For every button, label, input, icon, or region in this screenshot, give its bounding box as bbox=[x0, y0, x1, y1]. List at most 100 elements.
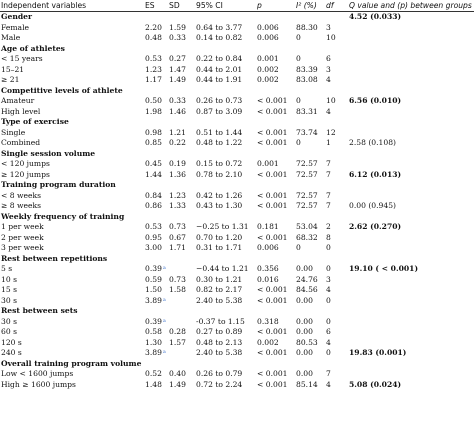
cell-es-text: 0.86 bbox=[145, 201, 162, 210]
cell-df: 7 bbox=[326, 369, 331, 380]
cell-es-text: 0.45 bbox=[145, 159, 162, 168]
cell-df-text: 6 bbox=[326, 54, 331, 63]
subgroup-analysis-table: Independent variables ES SD 95% CI p I² … bbox=[0, 1, 474, 391]
cell-ci-text: 0.48 to 1.22 bbox=[196, 138, 243, 147]
cell-es: 0.59 bbox=[145, 275, 162, 286]
row-label-text: Female bbox=[1, 22, 29, 32]
cell-sd: 1.36 bbox=[169, 170, 186, 181]
table-row: Low < 1600 jumps 0.52 0.40 0.26 to 0.79 < 0.… bbox=[0, 369, 474, 380]
cell-df: 2 bbox=[326, 222, 331, 233]
cell-sd-text: 0.40 bbox=[169, 369, 186, 378]
cell-es: 1.98 bbox=[145, 107, 162, 118]
table-row: 30 s 3.89a 2.40 to 5.38 < 0.001 0.00 0 bbox=[0, 296, 474, 307]
cell-df: 7 bbox=[326, 170, 331, 181]
cell-es-text: 0.59 bbox=[145, 274, 162, 284]
cell-ci: 2.40 to 5.38 bbox=[196, 348, 242, 359]
cell-p-text: 0.006 bbox=[257, 243, 279, 252]
cell-es-text: 0.48 bbox=[145, 33, 162, 42]
cell-i2-text: 72.57 bbox=[296, 190, 318, 200]
cell-df: 0 bbox=[326, 317, 331, 328]
cell-ci-text: 0.64 to 3.77 bbox=[196, 22, 243, 32]
cell-sd-text: 1.21 bbox=[169, 127, 186, 137]
row-label: Rest between repetitions bbox=[1, 254, 107, 265]
cell-es: 0.84 bbox=[145, 191, 162, 202]
row-label: 15 s bbox=[1, 285, 17, 296]
cell-df: 4 bbox=[326, 285, 331, 296]
cell-sd-text: 1.57 bbox=[169, 337, 186, 347]
cell-df-text: 0 bbox=[326, 295, 331, 305]
cell-ci-text: -0.37 to 1.15 bbox=[196, 316, 245, 326]
table-row: 5 s 0.39a −0.44 to 1.21 0.356 0.00 0 19.10 ( <… bbox=[0, 264, 474, 275]
cell-ci: 0.44 to 2.01 bbox=[196, 65, 242, 76]
group-header-row: Type of exercise bbox=[0, 117, 474, 128]
cell-ci-text: 0.42 to 1.26 bbox=[196, 190, 243, 200]
table-row: High ≥ 1600 jumps 1.48 1.49 0.72 to 2.24 < 0… bbox=[0, 380, 474, 391]
cell-df-text: 7 bbox=[326, 169, 331, 179]
cell-ci: 0.14 to 0.82 bbox=[196, 33, 242, 44]
cell-sd: 1.23 bbox=[169, 191, 186, 202]
cell-p-text: < 0.001 bbox=[257, 138, 288, 147]
cell-df-text: 4 bbox=[326, 106, 331, 116]
cell-ci-text: 0.82 to 2.17 bbox=[196, 285, 243, 294]
cell-df-text: 10 bbox=[326, 33, 336, 42]
cell-sd: 0.33 bbox=[169, 96, 186, 107]
row-label-text: 120 s bbox=[1, 337, 22, 347]
cell-i2: 24.76 bbox=[296, 275, 318, 286]
cell-p-text: < 0.001 bbox=[257, 285, 288, 294]
cell-p: < 0.001 bbox=[257, 138, 288, 149]
table-row: Amateur 0.50 0.33 0.26 to 0.73 < 0.001 0 10 6.5… bbox=[0, 96, 474, 107]
cell-p: < 0.001 bbox=[257, 128, 288, 139]
cell-q-value-text: 5.08 (0.024) bbox=[349, 379, 402, 389]
row-label-text: High level bbox=[1, 106, 41, 116]
cell-ci: 0.51 to 1.44 bbox=[196, 128, 242, 139]
row-label: 1 per week bbox=[1, 222, 44, 233]
cell-i2: 80.53 bbox=[296, 338, 318, 349]
row-label: 5 s bbox=[1, 264, 12, 275]
cell-es-text: 0.39 bbox=[145, 316, 162, 326]
cell-p: < 0.001 bbox=[257, 107, 288, 118]
cell-es-text: 0.58 bbox=[145, 327, 162, 336]
cell-sd-text: 1.59 bbox=[169, 22, 186, 32]
cell-i2: 72.57 bbox=[296, 201, 318, 212]
cell-ci: 0.87 to 3.09 bbox=[196, 107, 242, 118]
cell-ci: 0.70 to 1.20 bbox=[196, 233, 242, 244]
row-label: 30 s bbox=[1, 317, 17, 328]
group-header-row: Competitive levels of athlete bbox=[0, 86, 474, 97]
cell-p-text: < 0.001 bbox=[257, 106, 288, 116]
cell-df: 7 bbox=[326, 201, 331, 212]
header-es: ES bbox=[145, 1, 155, 10]
cell-df-text: 4 bbox=[326, 285, 331, 294]
row-label-text: < 15 years bbox=[1, 54, 43, 63]
cell-p-text: < 0.001 bbox=[257, 127, 288, 137]
cell-p: 0.356 bbox=[257, 264, 279, 275]
cell-p-text: < 0.001 bbox=[257, 369, 288, 378]
cell-ci: 0.43 to 1.30 bbox=[196, 201, 242, 212]
row-label: High level bbox=[1, 107, 40, 118]
cell-es-text: 2.20 bbox=[145, 22, 162, 32]
cell-ci: 0.82 to 2.17 bbox=[196, 285, 242, 296]
cell-es: 0.85 bbox=[145, 138, 162, 149]
cell-q-value-text: 2.62 (0.270) bbox=[349, 222, 402, 231]
row-label-text: Competitive levels of athlete bbox=[1, 85, 123, 95]
cell-i2: 83.39 bbox=[296, 65, 318, 76]
cell-ci-text: 0.30 to 1.21 bbox=[196, 274, 243, 284]
group-header-row: Single session volume bbox=[0, 149, 474, 160]
cell-ci-text: 0.87 to 3.09 bbox=[196, 106, 243, 116]
cell-df: 3 bbox=[326, 275, 331, 286]
cell-ci-text: 0.14 to 0.82 bbox=[196, 33, 243, 42]
cell-ci-text: 2.40 to 5.38 bbox=[196, 348, 243, 357]
cell-sd-text: 0.73 bbox=[169, 222, 186, 231]
row-label-text: 10 s bbox=[1, 274, 17, 284]
cell-sd-text: 1.36 bbox=[169, 169, 186, 179]
group-header-row: Training program duration bbox=[0, 180, 474, 191]
cell-sd: 1.33 bbox=[169, 201, 186, 212]
cell-ci: 0.31 to 1.71 bbox=[196, 243, 242, 254]
row-label: Single session volume bbox=[1, 149, 95, 160]
cell-df: 6 bbox=[326, 327, 331, 338]
cell-df-text: 8 bbox=[326, 232, 331, 242]
row-label-text: 15 s bbox=[1, 285, 17, 294]
cell-es-text: 3.89 bbox=[145, 348, 162, 357]
cell-df: 4 bbox=[326, 75, 331, 86]
table-row: ≥ 8 weeks 0.86 1.33 0.43 to 1.30 < 0.001 72.5… bbox=[0, 201, 474, 212]
row-label: Weekly frequency of training bbox=[1, 212, 124, 223]
